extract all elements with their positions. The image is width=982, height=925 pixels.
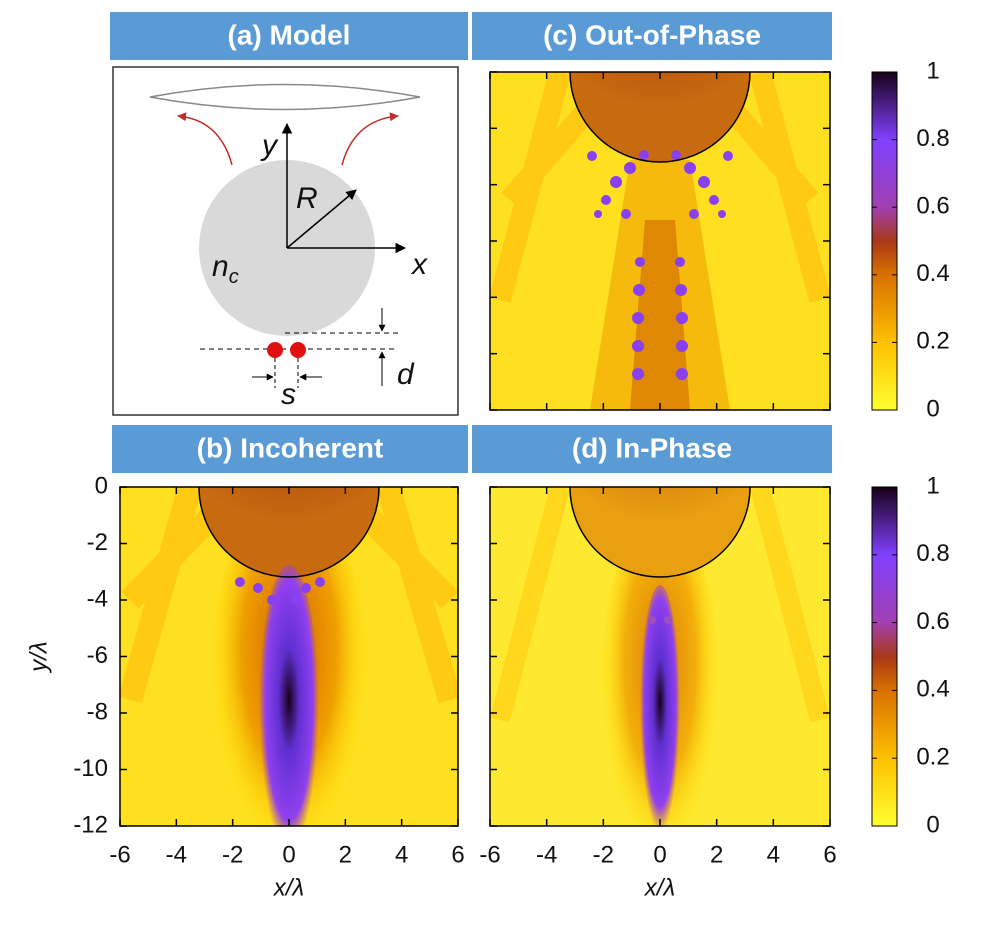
colorbar-tick-label: 0.4 [916, 260, 949, 287]
index-label: nc [212, 250, 239, 288]
separation-label: s [281, 378, 296, 411]
x-axis-label: x/λ [644, 874, 675, 901]
axis-name: y [260, 129, 279, 162]
y-tick-label: -12 [73, 811, 108, 838]
x-tick-label: -6 [479, 841, 500, 868]
radius-label: R [296, 182, 318, 215]
colorbar [871, 71, 898, 411]
colorbar-tick-label: 0.2 [916, 328, 949, 355]
colorbar-tick-label: 0.6 [916, 193, 949, 220]
x-tick-label: 2 [339, 841, 352, 868]
x-tick-label: 6 [823, 841, 836, 868]
colorbar-tick-label: 0.8 [916, 540, 949, 567]
panel-title: (d) In-Phase [572, 432, 732, 463]
y-tick-label: -8 [87, 698, 108, 725]
colorbar-tick-label: 0 [926, 811, 939, 838]
x-tick-label: 2 [710, 841, 723, 868]
x-tick-label: 0 [282, 841, 295, 868]
colorbar-tick-label: 1 [926, 57, 939, 84]
distance-label: d [397, 358, 415, 391]
panel-title: (c) Out-of-Phase [543, 19, 761, 50]
y-tick-label: -4 [87, 585, 108, 612]
colorbar [871, 486, 898, 827]
colorbar-tick-label: 0 [926, 395, 939, 422]
x-tick-label: 4 [395, 841, 408, 868]
x-tick-label: -6 [109, 841, 130, 868]
heatmap-image [490, 72, 830, 410]
panel-title: (b) Incoherent [197, 432, 384, 463]
y-axis-label: y/λ [25, 641, 52, 673]
x-tick-label: 0 [653, 841, 666, 868]
axis-name: x [410, 248, 428, 281]
x-tick-label: -2 [222, 841, 243, 868]
x-tick-label: -4 [536, 841, 557, 868]
heatmap-image [120, 487, 458, 826]
colorbar-tick-label: 0.6 [916, 608, 949, 635]
title-bar [110, 12, 468, 60]
x-tick-label: 4 [767, 841, 780, 868]
heatmap-image [490, 487, 830, 826]
colorbar-tick-label: 1 [926, 472, 939, 499]
y-tick-label: -2 [87, 529, 108, 556]
y-tick-label: -10 [73, 755, 108, 782]
model-diagram [112, 66, 459, 416]
x-tick-label: 6 [451, 841, 464, 868]
y-tick-label: 0 [95, 472, 108, 499]
title-bar [472, 425, 832, 473]
title-bars [110, 12, 832, 473]
x-tick-label: -4 [166, 841, 187, 868]
title-bar [112, 425, 468, 473]
y-tick-label: -6 [87, 642, 108, 669]
index-subscript: c [229, 266, 239, 288]
colorbar-tick-label: 0.2 [916, 744, 949, 771]
x-tick-label: -2 [593, 841, 614, 868]
colorbar-tick-label: 0.8 [916, 125, 949, 152]
title-bar [472, 12, 832, 60]
x-axis-label: x/λ [273, 874, 304, 901]
panel-title: (a) Model [228, 19, 351, 50]
index-symbol: n [212, 250, 229, 283]
colorbar-tick-label: 0.4 [916, 676, 949, 703]
